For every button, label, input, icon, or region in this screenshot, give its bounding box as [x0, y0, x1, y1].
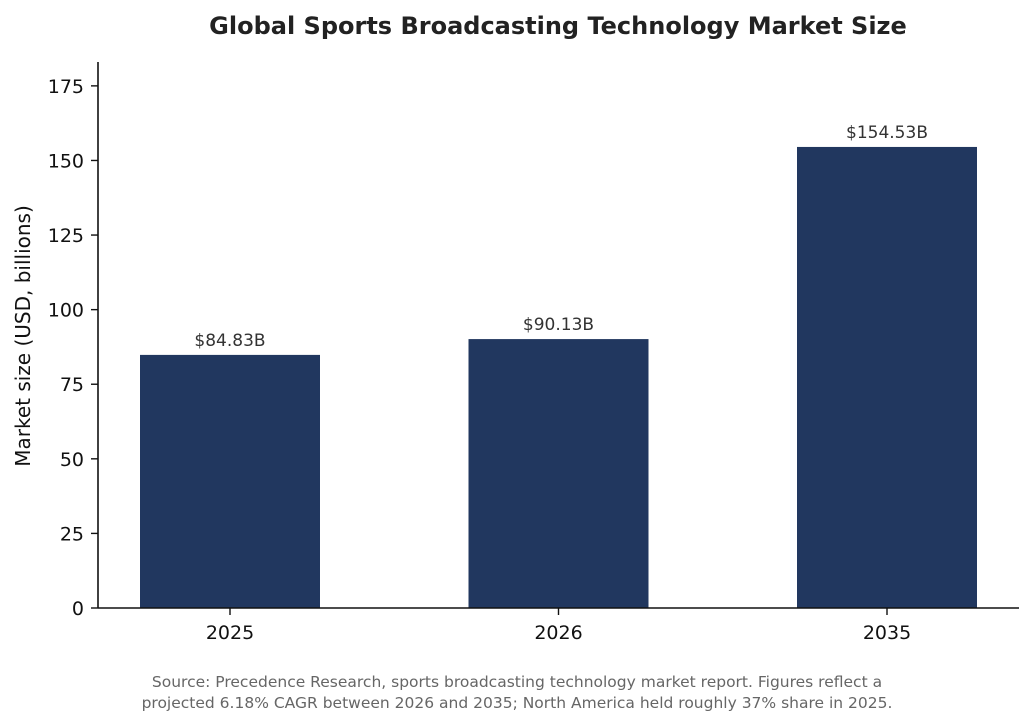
y-tick-label: 0	[72, 598, 84, 620]
data-label-2035: $154.53B	[846, 123, 928, 143]
y-axis-ticks: 0 25 50 75 100 125 150 175	[48, 76, 98, 620]
source-footnote: Source: Precedence Research, sports broa…	[40, 672, 994, 714]
bar-2035	[797, 146, 977, 608]
bar-2026	[468, 339, 649, 608]
data-label-2026: $90.13B	[523, 315, 594, 335]
bar-2025	[140, 354, 320, 608]
x-axis-ticks: 2025 2026 2035	[206, 608, 911, 644]
footnote-line-1: Source: Precedence Research, sports broa…	[151, 673, 883, 691]
x-tick-label-2035: 2035	[863, 622, 911, 644]
x-tick-label-2025: 2025	[206, 622, 254, 644]
y-tick-label: 25	[60, 523, 84, 545]
y-tick-label: 150	[48, 150, 84, 172]
footnote-line-2: projected 6.18% CAGR between 2026 and 20…	[141, 694, 893, 712]
y-tick-label: 75	[60, 374, 84, 396]
data-labels-group: $84.83B $90.13B $154.53B	[194, 123, 928, 351]
y-tick-label: 125	[48, 225, 84, 247]
y-axis-label: Market size (USD, billions)	[11, 205, 35, 467]
y-tick-label: 100	[48, 300, 84, 322]
y-tick-label: 50	[60, 449, 84, 471]
y-tick-label: 175	[48, 76, 84, 98]
bars-group	[140, 146, 977, 608]
chart-title: Global Sports Broadcasting Technology Ma…	[209, 12, 907, 40]
x-tick-label-2026: 2026	[534, 622, 582, 644]
data-label-2025: $84.83B	[194, 331, 265, 351]
